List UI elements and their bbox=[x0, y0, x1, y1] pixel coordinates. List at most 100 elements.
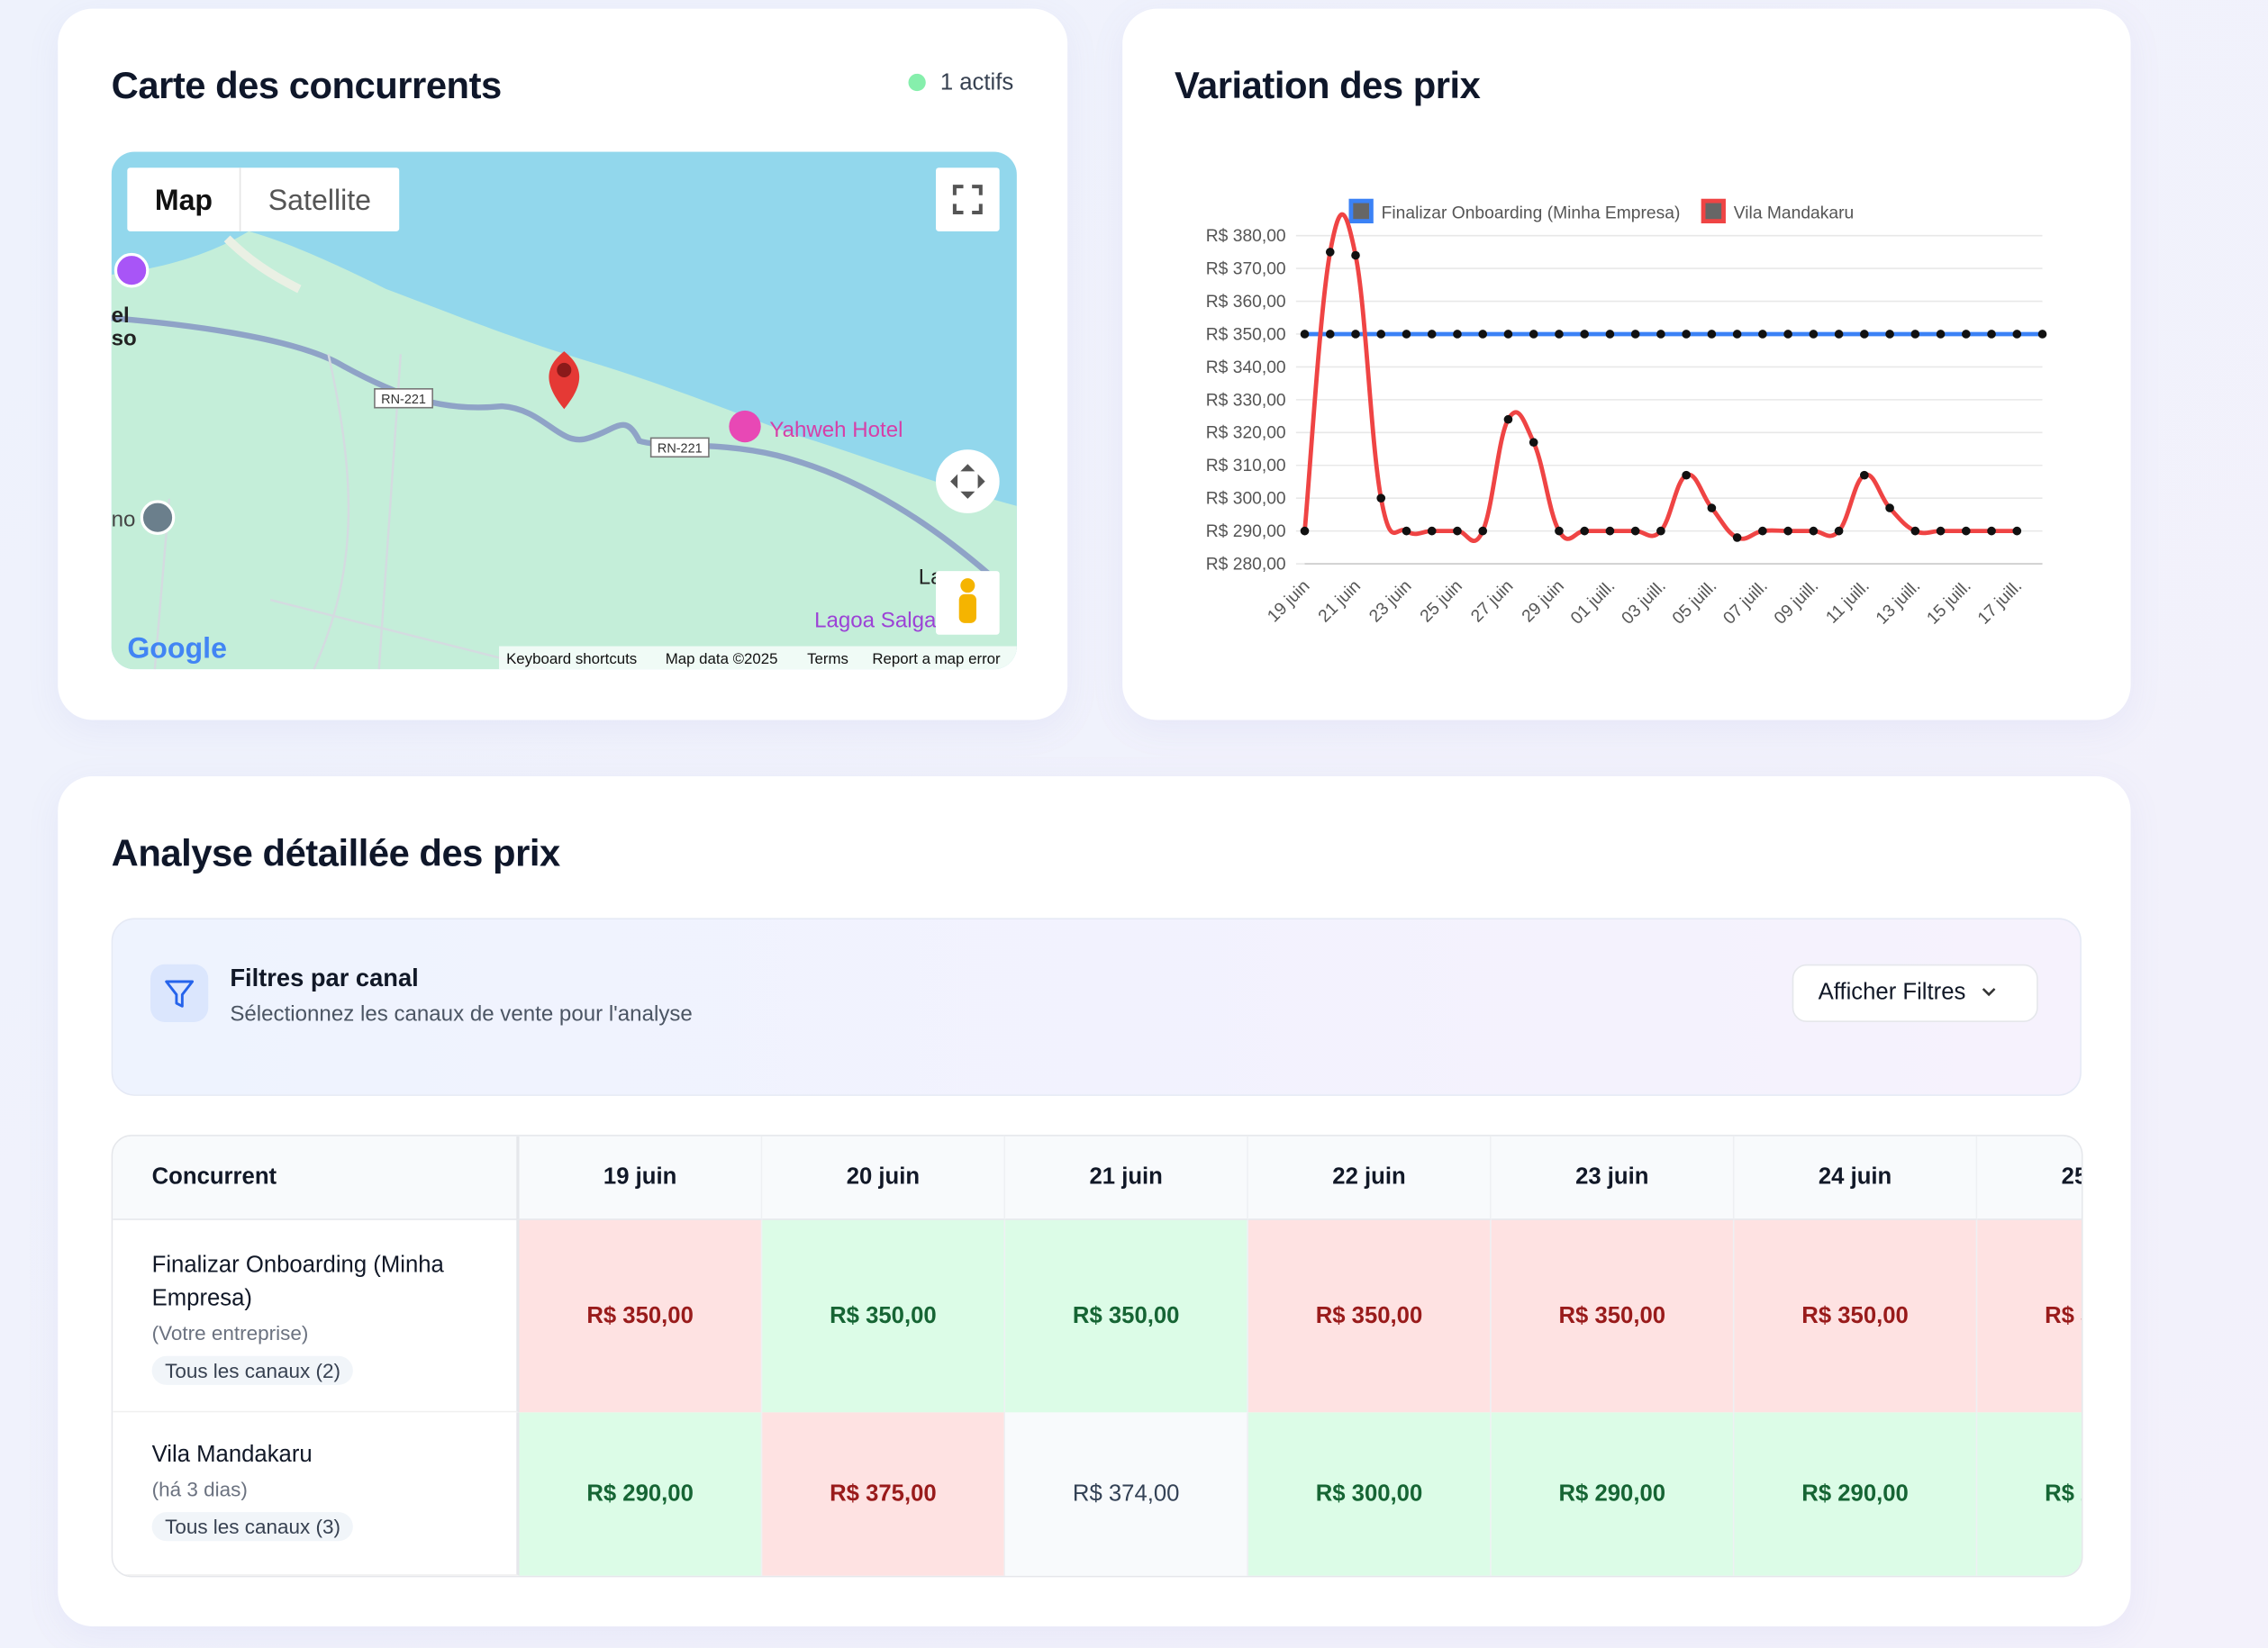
price-table: Concurrent 19 juin 20 juin 21 juin 22 juin 23… bbox=[111, 1135, 2083, 1578]
price-cell: R$ 374,00 bbox=[1005, 1412, 1248, 1576]
column-header: 25 juin bbox=[1977, 1136, 2082, 1220]
road-shield bbox=[649, 437, 710, 458]
data-point bbox=[1809, 526, 1819, 536]
y-tick-label: R$ 290,00 bbox=[1206, 522, 1286, 541]
card-title: Carte des concurrents bbox=[111, 63, 503, 107]
filter-title: Filtres par canal bbox=[230, 964, 419, 992]
column-header: 22 juin bbox=[1247, 1136, 1492, 1220]
price-cell: R$ 350,00 bbox=[1977, 1219, 2082, 1413]
competitor-name: Vila Mandakaru bbox=[151, 1443, 313, 1468]
data-point bbox=[1885, 330, 1894, 339]
map-type-control bbox=[127, 168, 400, 231]
beach bbox=[223, 235, 302, 294]
data-point bbox=[1961, 330, 1971, 339]
x-tick-label: 15 juill. bbox=[1924, 576, 1975, 628]
data-point bbox=[1834, 526, 1844, 536]
place-pin[interactable] bbox=[140, 500, 176, 535]
price-cell: R$ 290,00 bbox=[519, 1412, 763, 1576]
y-tick-label: R$ 340,00 bbox=[1206, 358, 1286, 377]
x-tick-label: 23 juin bbox=[1365, 576, 1415, 626]
row-header: Vila Mandakaru (há 3 dias) Tous les canaux… bbox=[113, 1412, 520, 1576]
column-header: 24 juin bbox=[1734, 1136, 1978, 1220]
card-title: Analyse détaillée des prix bbox=[111, 831, 561, 875]
data-point bbox=[1910, 330, 1920, 339]
data-point bbox=[1605, 330, 1615, 339]
data-point bbox=[1402, 330, 1411, 339]
y-tick-label: R$ 330,00 bbox=[1206, 391, 1286, 410]
data-point bbox=[1402, 526, 1411, 536]
data-point bbox=[1376, 330, 1386, 339]
data-point bbox=[1707, 330, 1717, 339]
legend-label: Vila Mandakaru bbox=[1734, 204, 1854, 222]
status: 1 actifs bbox=[939, 70, 1014, 95]
tab[interactable]: Satellite bbox=[268, 184, 371, 216]
y-tick-label: R$ 350,00 bbox=[1206, 325, 1286, 344]
data-point bbox=[2037, 330, 2047, 339]
marker[interactable] bbox=[549, 351, 580, 410]
hotel-pin[interactable] bbox=[729, 410, 761, 443]
data-point bbox=[1630, 330, 1640, 339]
edge-label: no bbox=[112, 507, 136, 531]
fullscreen-button[interactable] bbox=[936, 168, 1000, 231]
price-cell: R$ 290,00 bbox=[1734, 1412, 1978, 1576]
data-point bbox=[1936, 526, 1946, 536]
data-point bbox=[1707, 503, 1717, 512]
data-point bbox=[1732, 533, 1742, 542]
map-footer-text[interactable]: Report a map error bbox=[872, 650, 1001, 667]
marker-dot bbox=[557, 362, 572, 377]
data-point bbox=[1529, 330, 1538, 339]
chart-card: Variation des prix R$ 280,00 R$ 290,00 R$ … bbox=[1122, 8, 2131, 720]
x-tick-label: 07 juill. bbox=[1720, 576, 1772, 628]
photo-pin[interactable] bbox=[113, 252, 150, 288]
competitor-note: (há 3 dias) bbox=[151, 1477, 248, 1501]
x-tick-label: 25 juin bbox=[1417, 576, 1466, 626]
tab[interactable]: Map bbox=[155, 184, 213, 216]
data-point bbox=[1834, 330, 1844, 339]
place-label: Lagoa Salga bbox=[814, 609, 937, 633]
map[interactable]: RN-221 RN-221 Yahweh Hotel Lagoa Salga e… bbox=[111, 151, 1017, 670]
data-point bbox=[1885, 503, 1894, 512]
price-cell: R$ 350,00 bbox=[519, 1219, 763, 1413]
data-point bbox=[1427, 526, 1437, 536]
x-tick-label: 17 juill. bbox=[1974, 576, 2026, 628]
minor-roads bbox=[153, 354, 546, 670]
pegman bbox=[958, 593, 976, 623]
data-point bbox=[1478, 330, 1488, 339]
y-tick-label: R$ 310,00 bbox=[1206, 457, 1286, 475]
x-tick-label: 29 juin bbox=[1519, 576, 1568, 626]
fullscreen-icon bbox=[952, 185, 983, 214]
map-footer-text[interactable]: Terms bbox=[807, 650, 848, 667]
data-point bbox=[1860, 330, 1869, 339]
column-header: 23 juin bbox=[1491, 1136, 1735, 1220]
status-dot bbox=[908, 73, 926, 92]
edge-label: so bbox=[112, 327, 137, 351]
data-point bbox=[1809, 330, 1819, 339]
chevron bbox=[1982, 988, 1996, 997]
map-footer-text[interactable]: Keyboard shortcuts bbox=[506, 650, 637, 667]
filter-subtitle: Sélectionnez les canaux de vente pour l'… bbox=[230, 1001, 693, 1027]
data-point bbox=[1758, 526, 1767, 536]
pegman bbox=[960, 578, 975, 593]
data-point bbox=[1987, 526, 1996, 536]
place-label: Yahweh Hotel bbox=[769, 418, 903, 442]
camera-control[interactable] bbox=[936, 449, 1000, 513]
data-point bbox=[1936, 330, 1946, 339]
data-point bbox=[1376, 493, 1386, 503]
legend-swatch bbox=[1701, 198, 1726, 224]
data-point bbox=[1682, 470, 1691, 480]
data-point bbox=[1758, 330, 1767, 339]
filter-button[interactable]: Afficher Filtres bbox=[1792, 964, 2038, 1022]
price-cell: R$ 350,00 bbox=[762, 1219, 1006, 1413]
analysis-card: Analyse détaillée des prix Filtres par c… bbox=[58, 776, 2131, 1626]
data-point bbox=[1453, 330, 1462, 339]
x-tick-label: 27 juin bbox=[1467, 576, 1517, 626]
road-label: RN-221 bbox=[658, 441, 703, 456]
y-tick-label: R$ 320,00 bbox=[1206, 424, 1286, 443]
map-svg: RN-221 RN-221 Yahweh Hotel Lagoa Salga e… bbox=[111, 151, 1017, 670]
y-tick-label: R$ 370,00 bbox=[1206, 260, 1286, 279]
land bbox=[111, 231, 1017, 670]
x-tick-label: 01 juill. bbox=[1567, 576, 1619, 628]
button-label: Afficher Filtres bbox=[1818, 980, 1966, 1005]
x-tick-label: 19 juin bbox=[1265, 576, 1314, 626]
